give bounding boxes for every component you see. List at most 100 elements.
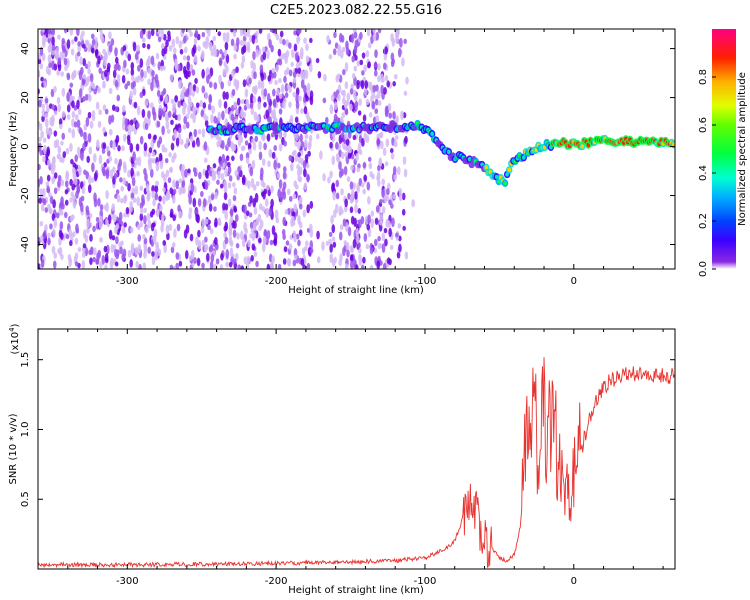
spectrogram-noise-cell (362, 256, 366, 264)
spectrogram-noise-cell (401, 192, 406, 201)
spectrogram-noise-cell (76, 29, 80, 37)
spectrogram-noise-cell (381, 206, 386, 214)
spectrogram-noise-cell (284, 209, 289, 215)
spectrogram-noise-cell (329, 243, 333, 253)
spectrogram-noise-cell (136, 170, 140, 177)
spectrogram-noise-cell (370, 218, 375, 229)
spectrogram-noise-cell (119, 177, 123, 183)
spectrogram-noise-cell (356, 79, 360, 86)
spectrogram-noise-cell (121, 226, 126, 234)
spectrogram-noise-cell (38, 136, 42, 142)
spectrogram-noise-cell (334, 42, 339, 49)
spectrogram-noise-cell (341, 97, 346, 105)
spectrogram-noise-cell (385, 195, 390, 202)
spectrogram-noise-cell (68, 228, 72, 237)
spectrogram-noise-cell (335, 74, 340, 83)
spectrogram-noise-cell (98, 67, 103, 74)
spectrogram-noise-cell (250, 254, 255, 262)
spectrogram-noise-cell (201, 85, 206, 94)
spectrogram-noise-cell (244, 227, 248, 235)
spectrogram-noise-cell (363, 64, 367, 73)
spectrogram-noise-cell (258, 237, 262, 244)
spectrogram-noise-cell (252, 141, 257, 151)
spectrogram-noise-cell (71, 100, 75, 109)
spectrogram-noise-cell (271, 255, 276, 264)
spectrogram-noise-cell (139, 213, 144, 222)
spectrogram-noise-cell (405, 76, 409, 85)
spectrogram-noise-cell (221, 110, 225, 121)
spectrogram-noise-cell (286, 258, 291, 266)
spectrogram-noise-cell (307, 141, 312, 151)
spectrogram-noise-cell (390, 59, 395, 68)
spectrogram-noise-cell (165, 39, 169, 48)
spectrogram-noise-cell (284, 54, 288, 65)
spectrogram-noise-cell (250, 60, 254, 69)
spectrogram-noise-cell (209, 228, 214, 235)
spectrogram-noise-cell (74, 114, 79, 121)
spectrogram-noise-cell (165, 169, 170, 178)
spectrogram-noise-cell (129, 227, 134, 233)
spectrogram-noise-cell (218, 57, 223, 67)
spectrogram-noise-cell (212, 35, 217, 42)
spectrogram-noise-cell (332, 48, 337, 56)
spectrogram-noise-cell (39, 188, 44, 198)
spectrogram-noise-cell (358, 257, 363, 266)
spectrogram-noise-cell (392, 193, 397, 200)
spectrogram-noise-cell (39, 63, 44, 70)
spectrogram-noise-cell (396, 252, 401, 259)
spectrogram-noise-cell (43, 81, 47, 88)
spectrogram-noise-cell (190, 183, 195, 193)
spectrogram-noise-cell (169, 166, 173, 174)
spectrogram-noise-cell (183, 103, 187, 110)
spectrogram-noise-cell (137, 234, 142, 242)
spectrogram-noise-cell (174, 63, 179, 71)
spectrogram-noise-cell (377, 179, 381, 187)
spectrogram-noise-cell (91, 38, 96, 46)
colorbar-tick-label: 0.4 (698, 165, 709, 181)
spectrogram-noise-cell (375, 115, 380, 124)
spectrogram-noise-cell (141, 194, 145, 204)
spectrogram-noise-cell (146, 193, 151, 202)
spectrogram-noise-cell (176, 223, 181, 232)
spectrogram-noise-cell (333, 101, 338, 111)
spectrogram-noise-cell (363, 174, 367, 182)
spectrogram-noise-cell (252, 221, 257, 232)
spectrogram-noise-cell (102, 48, 106, 55)
spectrogram-noise-cell (97, 55, 101, 65)
spectrogram-noise-cell (108, 31, 112, 40)
spectrogram-noise-cell (239, 29, 244, 37)
spectrogram-noise-cell (88, 249, 92, 256)
spectrogram-noise-cell (217, 31, 222, 37)
spectrogram-noise-cell (148, 147, 153, 154)
spectrogram-noise-cell (388, 227, 392, 238)
spectrogram-noise-cell (365, 98, 370, 106)
spectrogram-noise-cell (357, 145, 362, 155)
spectrogram-noise-cell (273, 238, 277, 245)
spectrogram-noise-cell (101, 148, 106, 154)
spectrogram-noise-cell (245, 98, 250, 108)
spectrogram-noise-cell (172, 214, 176, 222)
spectrogram-noise-cell (40, 259, 45, 268)
spectrogram-noise-cell (346, 176, 351, 183)
spectrogram-noise-cell (64, 64, 68, 72)
spectrogram-noise-cell (84, 234, 89, 243)
spectrogram-noise-cell (158, 107, 162, 116)
spectrogram-noise-cell (383, 86, 387, 95)
spectrogram-noise-cell (350, 33, 355, 44)
spectrogram-noise-cell (365, 243, 370, 250)
spectrogram-noise-cell (205, 169, 209, 179)
spectrogram-noise-cell (94, 48, 99, 57)
spectrogram-noise-cell (235, 37, 240, 47)
spectrogram-noise-cell (217, 166, 222, 172)
spectrogram-noise-cell (266, 49, 270, 60)
spectrogram-noise-cell (261, 158, 266, 166)
spectrogram-noise-cell (226, 36, 230, 43)
spectrogram-noise-cell (107, 62, 111, 70)
spectrogram-noise-cell (152, 198, 156, 207)
spectrogram-noise-cell (202, 102, 207, 109)
spectrogram-noise-cell (136, 105, 141, 116)
spectrogram-noise-cell (136, 122, 140, 129)
spectrogram-noise-cell (316, 256, 321, 264)
x-tick-label: -100 (414, 576, 437, 587)
